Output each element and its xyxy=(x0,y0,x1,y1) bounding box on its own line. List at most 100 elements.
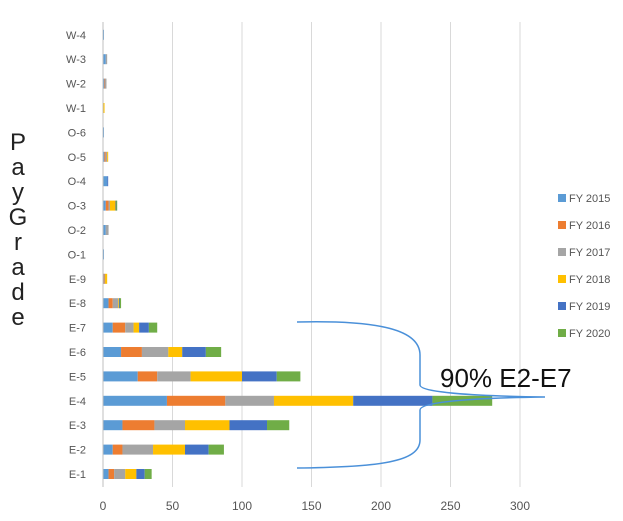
legend-swatch xyxy=(558,248,566,256)
category-label: E-3 xyxy=(69,420,86,432)
bar-segment xyxy=(105,273,108,284)
bar-segment xyxy=(104,151,106,162)
bar-segment xyxy=(105,200,109,211)
bar-segment xyxy=(168,347,183,357)
bar-segment xyxy=(103,322,113,333)
category-label: O-3 xyxy=(68,201,86,213)
bar-segment xyxy=(125,469,137,479)
bar-segment xyxy=(105,151,108,162)
y-axis-label-letter: y xyxy=(12,179,24,206)
legend-label: FY 2017 xyxy=(569,247,610,259)
bar-segment xyxy=(121,347,142,357)
bar-segment xyxy=(122,444,154,455)
bar-segment xyxy=(105,78,107,89)
bar-segment xyxy=(141,347,169,357)
x-tick-label: 250 xyxy=(440,499,460,513)
legend-label: FY 2019 xyxy=(569,301,610,313)
bar-segment xyxy=(136,469,145,479)
y-axis-label-letter: e xyxy=(11,304,24,331)
bar-segment xyxy=(103,103,105,113)
bar-segment xyxy=(154,420,186,431)
bar-segment xyxy=(225,395,274,406)
bar-segment xyxy=(267,420,290,431)
legend-swatch xyxy=(558,275,566,283)
category-labels: E-1 E-2 E-3 E-4 E-5 E-6 E-7 E-8 E-9 O-1 O-2 O-3 O-4 O… xyxy=(66,30,86,481)
legend-label: FY 2015 xyxy=(569,193,610,205)
bar-segment xyxy=(103,469,109,479)
bar-segment xyxy=(139,322,149,333)
bar-segment xyxy=(353,395,433,406)
bar-segment xyxy=(103,176,108,187)
category-label: E-7 xyxy=(69,323,86,335)
bar-segment xyxy=(103,444,113,455)
category-label: O-4 xyxy=(68,176,86,188)
bar-segment xyxy=(109,200,116,211)
annotation-brace xyxy=(296,321,546,469)
curly-brace xyxy=(296,321,546,469)
category-label: E-1 xyxy=(69,469,86,481)
bar-segment xyxy=(104,78,106,89)
y-axis-label-letter: G xyxy=(9,204,28,231)
bar-segment xyxy=(112,322,126,333)
category-label: W-1 xyxy=(66,103,86,115)
bar-segment xyxy=(432,395,493,406)
bar-segment xyxy=(144,469,152,479)
bar-segment xyxy=(137,371,158,382)
category-label: O-5 xyxy=(68,152,86,164)
bar-segment xyxy=(104,273,106,284)
y-axis-label-letter: r xyxy=(14,229,22,256)
bar-segment xyxy=(118,298,120,309)
legend-label: FY 2020 xyxy=(569,328,610,340)
legend-swatch xyxy=(558,302,566,310)
y-axis-label-letter: a xyxy=(11,254,25,281)
x-tick-label: 0 xyxy=(100,499,107,513)
x-tick-label: 100 xyxy=(232,499,252,513)
bar-segment xyxy=(153,444,186,455)
bar-segment xyxy=(208,444,224,455)
bar-segment xyxy=(118,298,120,309)
category-label: O-1 xyxy=(68,249,86,261)
bar-segment xyxy=(103,54,106,65)
bar-segment xyxy=(107,176,109,187)
bar-segment xyxy=(103,225,106,235)
bar-segment xyxy=(112,444,123,455)
bar-segment xyxy=(205,347,222,357)
bar-segment xyxy=(125,322,134,333)
category-label: E-9 xyxy=(69,274,86,286)
bar-segment xyxy=(116,200,118,211)
bar-segment xyxy=(103,200,106,211)
bar-segment xyxy=(107,151,109,162)
legend-swatch xyxy=(558,329,566,337)
bar-segment xyxy=(112,298,119,309)
category-label: E-2 xyxy=(69,445,86,457)
legend-swatch xyxy=(558,221,566,229)
bar-segment xyxy=(103,347,122,357)
legend-label: FY 2018 xyxy=(569,274,610,286)
x-tick-label: 300 xyxy=(510,499,530,513)
category-label: O-2 xyxy=(68,225,86,237)
bar-segment xyxy=(276,371,301,382)
bar-segment xyxy=(182,347,206,357)
bar-segment xyxy=(133,322,140,333)
category-label: W-3 xyxy=(66,54,86,66)
bar-segment xyxy=(103,298,109,309)
bar-segment xyxy=(103,151,105,162)
bar-segment xyxy=(105,54,108,65)
category-label: E-5 xyxy=(69,371,86,383)
bar-segment xyxy=(108,469,115,479)
bar-segment xyxy=(122,420,155,431)
bar-segment xyxy=(185,444,209,455)
x-tick-label: 150 xyxy=(301,499,321,513)
bar-segment xyxy=(148,322,158,333)
y-axis-label-letter: a xyxy=(11,154,25,181)
category-label: E-4 xyxy=(69,396,86,408)
x-tick-label: 200 xyxy=(371,499,391,513)
bar-segment xyxy=(115,200,117,211)
bar-segment xyxy=(103,420,123,431)
bar-segment xyxy=(157,371,191,382)
bar-segment xyxy=(190,371,242,382)
bar-segment xyxy=(103,371,138,382)
gridlines xyxy=(172,22,521,487)
bar-segment xyxy=(108,200,110,211)
